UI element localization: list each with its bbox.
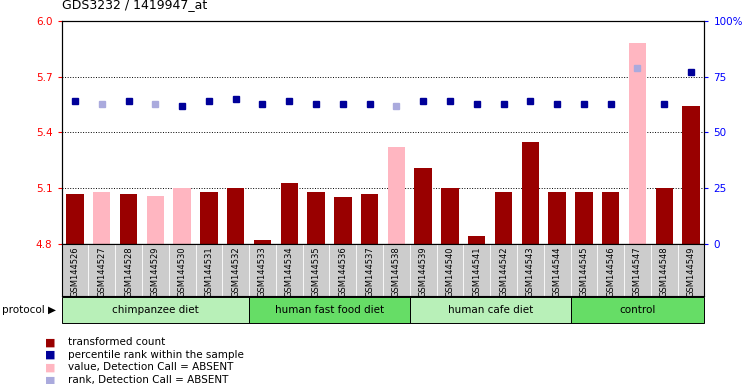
Bar xyxy=(361,194,379,244)
Text: GSM144531: GSM144531 xyxy=(204,247,213,297)
FancyBboxPatch shape xyxy=(62,297,249,323)
FancyBboxPatch shape xyxy=(249,297,410,323)
Bar xyxy=(629,43,646,244)
Bar xyxy=(548,192,566,244)
Text: chimpanzee diet: chimpanzee diet xyxy=(112,305,199,315)
Text: GSM144538: GSM144538 xyxy=(392,247,401,297)
Text: GSM144543: GSM144543 xyxy=(526,247,535,297)
Text: protocol ▶: protocol ▶ xyxy=(2,305,56,315)
Text: GSM144541: GSM144541 xyxy=(472,247,481,297)
Text: GSM144549: GSM144549 xyxy=(686,247,695,297)
Bar xyxy=(281,182,298,244)
Text: human cafe diet: human cafe diet xyxy=(448,305,532,315)
Bar xyxy=(93,192,110,244)
Bar xyxy=(201,192,218,244)
Text: transformed count: transformed count xyxy=(68,337,164,347)
Text: GSM144534: GSM144534 xyxy=(285,247,294,297)
Text: human fast food diet: human fast food diet xyxy=(275,305,384,315)
Text: GSM144537: GSM144537 xyxy=(365,247,374,297)
Bar xyxy=(495,192,512,244)
Text: control: control xyxy=(620,305,656,315)
Bar xyxy=(388,147,405,244)
Text: ■: ■ xyxy=(45,337,56,347)
Text: GSM144540: GSM144540 xyxy=(445,247,454,297)
Text: GSM144548: GSM144548 xyxy=(660,247,668,297)
Text: GSM144529: GSM144529 xyxy=(151,247,160,297)
Text: GSM144528: GSM144528 xyxy=(124,247,133,297)
Bar xyxy=(254,240,271,244)
Bar xyxy=(227,188,244,244)
Text: GSM144546: GSM144546 xyxy=(606,247,615,297)
Bar xyxy=(468,237,485,244)
Text: GSM144533: GSM144533 xyxy=(258,247,267,297)
Text: GSM144530: GSM144530 xyxy=(178,247,186,297)
Bar xyxy=(146,195,164,244)
Bar xyxy=(656,188,673,244)
Text: ■: ■ xyxy=(45,362,56,372)
Bar xyxy=(307,192,324,244)
Text: value, Detection Call = ABSENT: value, Detection Call = ABSENT xyxy=(68,362,233,372)
Text: ■: ■ xyxy=(45,350,56,360)
Text: GSM144542: GSM144542 xyxy=(499,247,508,297)
FancyBboxPatch shape xyxy=(571,297,704,323)
Text: rank, Detection Call = ABSENT: rank, Detection Call = ABSENT xyxy=(68,375,228,384)
Bar xyxy=(602,192,620,244)
Bar xyxy=(683,106,700,244)
Text: GSM144539: GSM144539 xyxy=(419,247,427,297)
Bar xyxy=(522,142,539,244)
Bar xyxy=(173,188,191,244)
Bar xyxy=(120,194,137,244)
Text: GSM144536: GSM144536 xyxy=(339,247,347,297)
FancyBboxPatch shape xyxy=(410,297,571,323)
Bar xyxy=(575,192,593,244)
Text: ■: ■ xyxy=(45,375,56,384)
Bar xyxy=(66,194,83,244)
Bar xyxy=(415,168,432,244)
Text: GSM144532: GSM144532 xyxy=(231,247,240,297)
Bar xyxy=(442,188,459,244)
Text: GSM144526: GSM144526 xyxy=(71,247,80,297)
Bar xyxy=(334,197,351,244)
Text: GSM144535: GSM144535 xyxy=(312,247,321,297)
Text: GSM144527: GSM144527 xyxy=(98,247,106,297)
Text: percentile rank within the sample: percentile rank within the sample xyxy=(68,350,243,360)
Text: GDS3232 / 1419947_at: GDS3232 / 1419947_at xyxy=(62,0,207,12)
Text: GSM144547: GSM144547 xyxy=(633,247,642,297)
Text: GSM144544: GSM144544 xyxy=(553,247,562,297)
Text: GSM144545: GSM144545 xyxy=(580,247,588,297)
